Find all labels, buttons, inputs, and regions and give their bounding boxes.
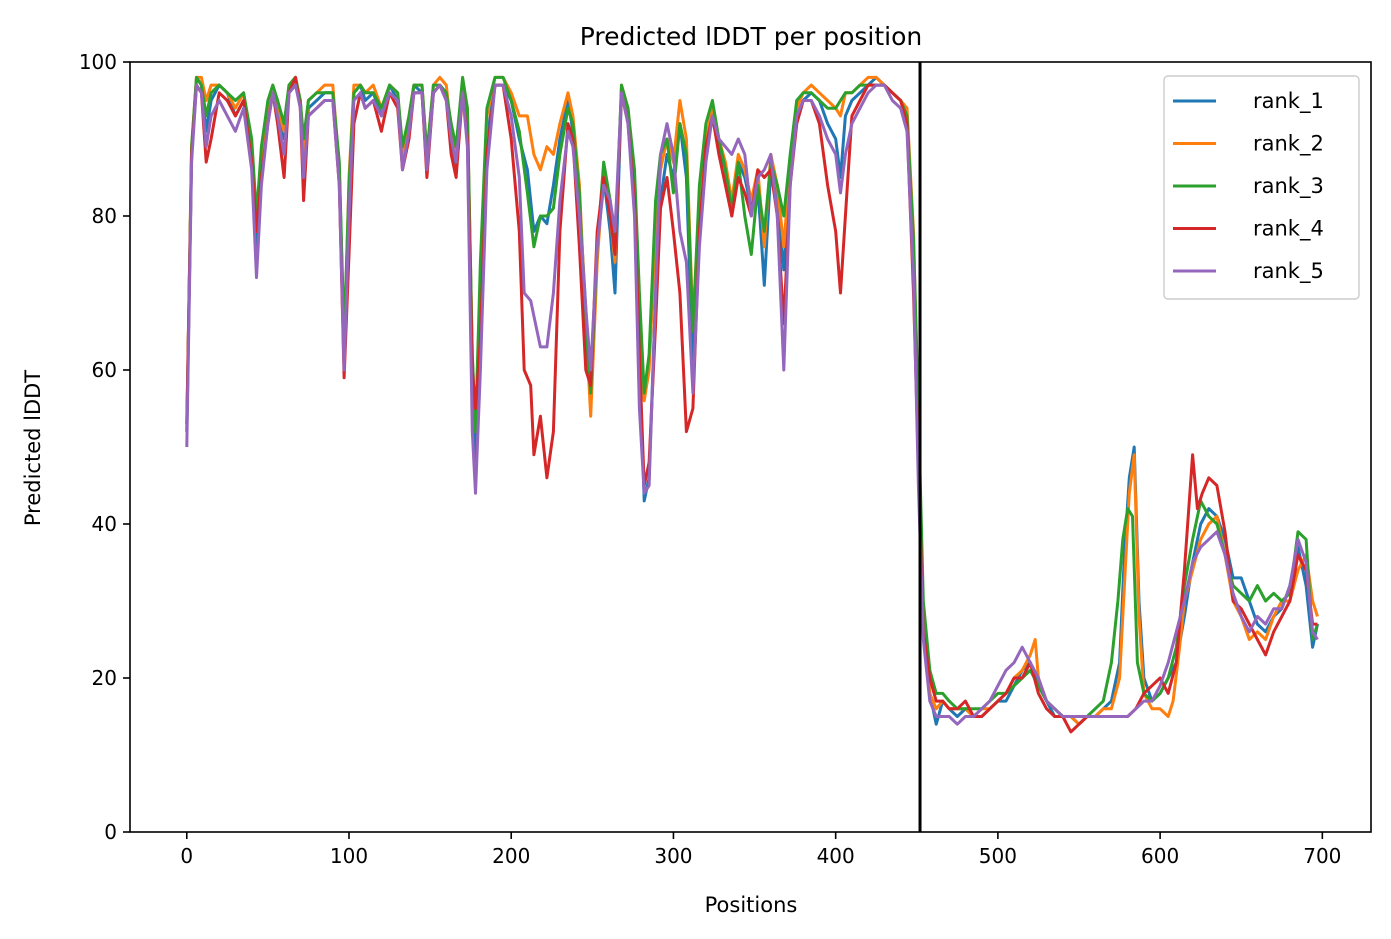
legend-label: rank_1 [1253,89,1324,114]
series-line-rank-5 [185,83,1319,726]
chart-title: Predicted lDDT per position [580,22,922,51]
x-tick-label: 200 [492,844,530,868]
y-axis: 0 20 40 60 80 100 [79,50,130,844]
legend-label: rank_3 [1253,174,1324,199]
y-tick-label: 0 [104,820,117,844]
y-axis-label: Predicted lDDT [21,370,45,526]
x-tick-label: 400 [817,844,855,868]
legend: rank_1 rank_2 rank_3 rank_4 rank_5 [1163,75,1360,300]
legend-box [1163,75,1360,300]
x-tick-label: 700 [1303,844,1341,868]
x-tick-label: 500 [979,844,1017,868]
series-line-rank-2 [185,75,1319,726]
plot-frame [129,61,1372,833]
series-line-rank-1 [185,75,1319,726]
y-tick-label: 80 [92,204,117,228]
x-axis: 0 100 200 300 400 500 600 700 [180,832,1341,868]
series-line-rank-3 [185,75,1319,718]
series-line-rank-4 [185,75,1318,734]
y-tick-label: 100 [79,50,117,74]
x-tick-label: 300 [654,844,692,868]
legend-label: rank_2 [1253,132,1324,157]
x-tick-label: 0 [180,844,193,868]
y-tick-label: 40 [92,512,117,536]
x-axis-label: Positions [705,893,798,917]
x-tick-label: 600 [1141,844,1179,868]
x-tick-label: 100 [330,844,368,868]
legend-label: rank_4 [1253,217,1324,242]
legend-label: rank_5 [1253,259,1324,284]
plot-area [185,62,1319,832]
y-tick-label: 20 [92,666,117,690]
y-tick-label: 60 [92,358,117,382]
